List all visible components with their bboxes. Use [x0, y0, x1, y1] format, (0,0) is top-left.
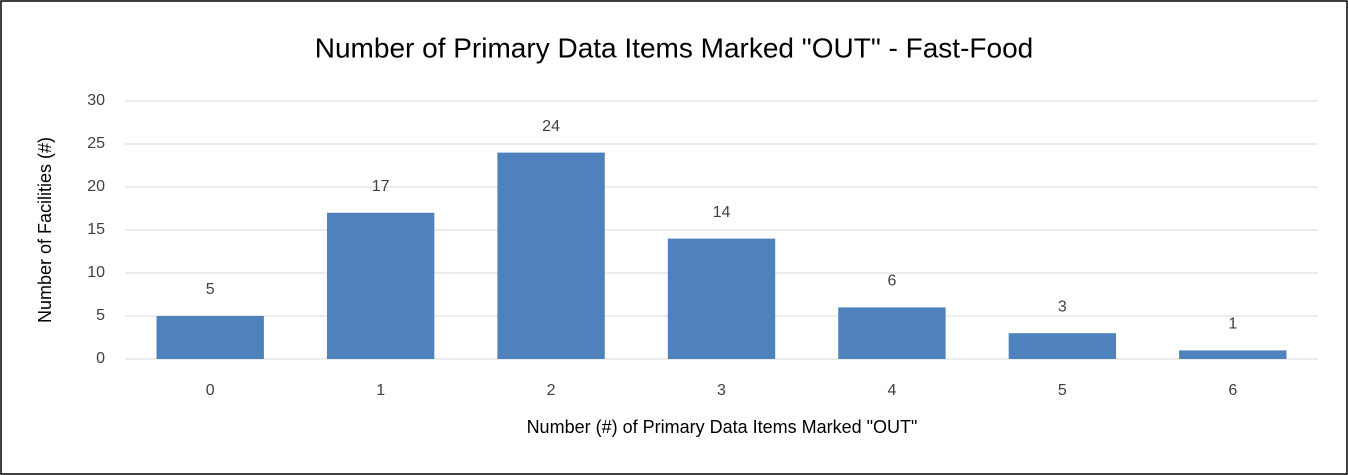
y-tick-label: 0: [96, 350, 105, 367]
y-tick-label: 15: [87, 221, 105, 238]
data-label: 17: [372, 178, 390, 195]
y-axis-label: Number of Facilities (#): [35, 137, 55, 323]
y-tick-label: 25: [87, 135, 105, 152]
x-tick-label: 5: [1058, 382, 1067, 399]
data-label: 5: [206, 281, 215, 298]
x-axis-label: Number (#) of Primary Data Items Marked …: [527, 417, 918, 437]
bar: [497, 152, 605, 359]
bar: [667, 238, 776, 359]
x-tick-label: 2: [547, 382, 556, 399]
x-tick-label: 4: [887, 382, 896, 399]
y-tick-label: 30: [87, 92, 105, 109]
x-tick-label: 0: [206, 382, 215, 399]
data-label: 6: [887, 273, 896, 290]
data-label: 1: [1228, 316, 1237, 333]
x-tick-label: 1: [376, 382, 385, 399]
x-tick-label: 6: [1228, 382, 1237, 399]
bar: [156, 316, 264, 359]
data-label: 24: [542, 118, 560, 135]
bar: [838, 307, 946, 359]
chart-title: Number of Primary Data Items Marked "OUT…: [315, 32, 1033, 63]
bar: [1008, 333, 1117, 359]
y-tick-label: 20: [87, 178, 105, 195]
bar: [326, 212, 435, 359]
x-tick-label: 3: [717, 382, 726, 399]
data-label: 14: [713, 204, 731, 221]
y-tick-label: 10: [87, 264, 105, 281]
data-label: 3: [1058, 298, 1067, 315]
bar: [1179, 350, 1287, 359]
y-tick-label: 5: [96, 307, 105, 324]
